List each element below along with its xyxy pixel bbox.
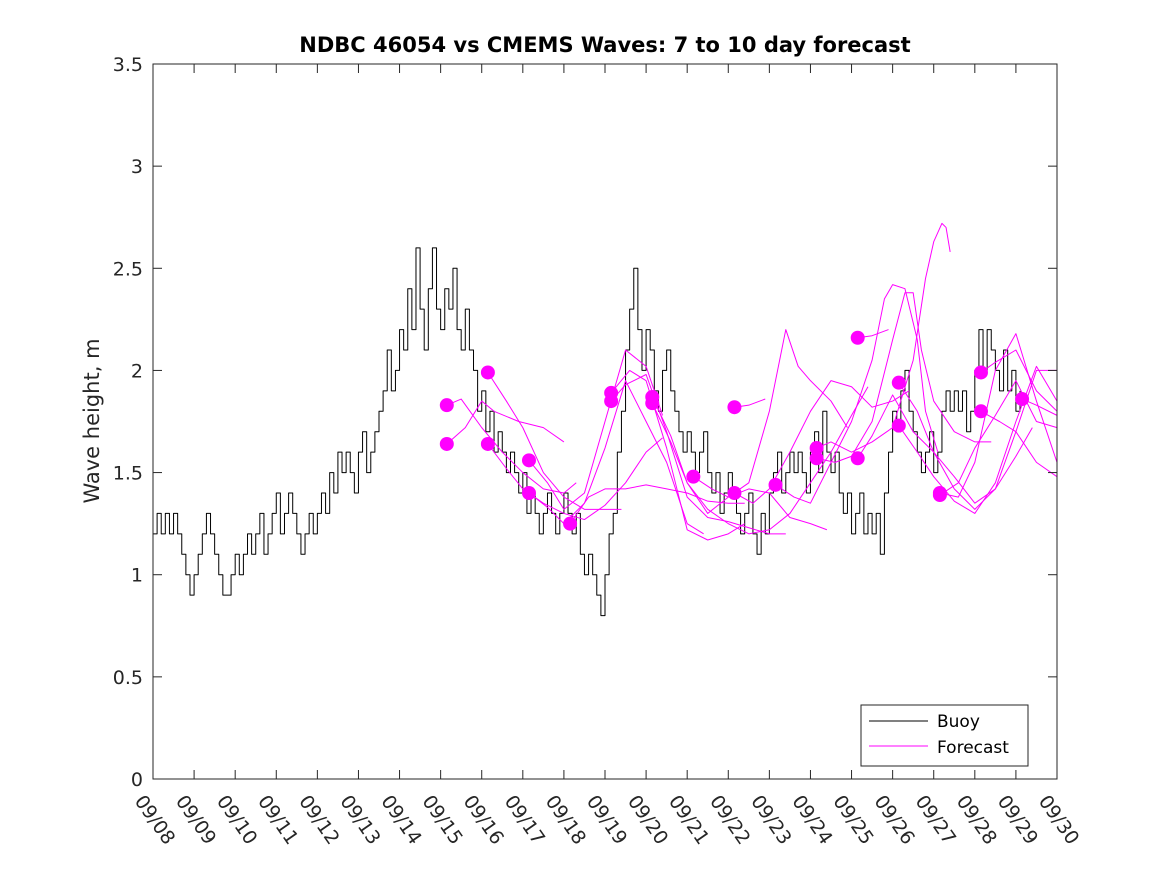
x-tick-label: 09/09 xyxy=(171,791,220,848)
forecast-series-line xyxy=(898,369,1057,510)
forecast-start-marker xyxy=(604,394,619,409)
forecast-start-marker xyxy=(727,400,742,415)
x-tick-label: 09/11 xyxy=(253,791,302,848)
forecast-series-line xyxy=(734,380,910,504)
forecast-start-marker xyxy=(439,398,454,413)
forecast-series-line xyxy=(487,437,663,521)
y-tick-label: 1 xyxy=(131,565,143,587)
y-tick-label: 2 xyxy=(131,360,143,382)
forecast-start-marker xyxy=(768,477,783,492)
forecast-start-marker xyxy=(973,365,988,380)
forecast-series-line xyxy=(528,380,704,535)
x-tick-label: 09/23 xyxy=(746,791,795,848)
forecast-start-marker xyxy=(727,486,742,500)
forecast-start-marker xyxy=(850,451,865,466)
forecast-series-line xyxy=(569,484,745,524)
legend-label-buoy: Buoy xyxy=(937,712,980,732)
y-axis-label: Wave height, m xyxy=(80,338,104,503)
x-tick-label: 09/10 xyxy=(212,791,261,848)
x-tick-label: 09/17 xyxy=(500,791,549,848)
forecast-start-marker xyxy=(480,436,495,451)
legend-label-forecast: Forecast xyxy=(937,738,1009,758)
forecast-start-marker xyxy=(521,453,536,468)
chart-title: NDBC 46054 vs CMEMS Waves: 7 to 10 day f… xyxy=(299,33,910,57)
forecast-start-marker xyxy=(1015,392,1030,407)
buoy-series-line xyxy=(153,247,1021,617)
x-tick-label: 09/30 xyxy=(1034,791,1083,848)
y-tick-label: 2.5 xyxy=(113,258,143,280)
x-tick-label: 09/18 xyxy=(541,791,590,848)
x-tick-label: 09/25 xyxy=(828,791,877,848)
forecast-start-marker xyxy=(439,436,454,451)
forecast-series-line xyxy=(816,292,992,463)
forecast-start-marker xyxy=(480,365,495,380)
x-tick-label: 09/20 xyxy=(623,791,672,848)
forecast-series-line xyxy=(980,349,1058,412)
forecast-start-marker xyxy=(563,516,578,531)
forecast-series-line xyxy=(528,349,664,510)
legend-box xyxy=(860,704,1029,767)
x-tick-label: 09/28 xyxy=(952,791,1001,848)
forecast-start-marker xyxy=(932,488,947,503)
forecast-series-line xyxy=(939,333,1058,498)
y-tick-label: 0.5 xyxy=(113,667,143,689)
x-tick-label: 09/21 xyxy=(664,791,713,848)
x-tick-label: 09/19 xyxy=(582,791,631,848)
y-tick-label: 0 xyxy=(131,769,143,791)
forecast-start-marker xyxy=(809,441,824,456)
y-tick-label: 1.5 xyxy=(113,463,143,485)
x-tick-label: 09/15 xyxy=(418,791,467,848)
y-tick-label: 3.5 xyxy=(113,54,143,76)
forecast-series-line xyxy=(610,369,745,541)
forecast-start-marker xyxy=(850,330,865,345)
x-tick-label: 09/12 xyxy=(294,791,343,848)
x-tick-label: 09/14 xyxy=(376,791,425,848)
forecast-start-marker xyxy=(891,418,906,433)
forecast-start-marker xyxy=(686,469,701,484)
forecast-series-line xyxy=(816,222,951,453)
forecast-start-marker xyxy=(521,486,536,500)
x-tick-label: 09/08 xyxy=(130,791,179,848)
forecast-series-line xyxy=(980,410,1058,478)
forecast-series-line xyxy=(446,400,565,445)
forecast-series-line xyxy=(693,329,848,498)
x-tick-label: 09/24 xyxy=(787,791,836,848)
x-tick-label: 09/13 xyxy=(335,791,384,848)
x-tick-label: 09/16 xyxy=(459,791,508,848)
x-tick-label: 09/29 xyxy=(993,791,1042,848)
x-tick-label: 09/27 xyxy=(911,791,960,848)
forecast-series-line xyxy=(857,394,1033,504)
x-tick-label: 09/26 xyxy=(870,791,919,848)
y-tick-label: 3 xyxy=(131,156,143,178)
x-tick-label: 09/22 xyxy=(705,791,754,848)
forecast-series-line xyxy=(775,284,939,504)
forecast-series-line xyxy=(898,365,1058,514)
legend: Buoy Forecast xyxy=(860,704,1029,767)
forecast-start-marker xyxy=(891,375,906,390)
forecast-series-line xyxy=(610,374,786,535)
forecast-series-line xyxy=(487,372,622,510)
forecast-series-line xyxy=(939,380,1058,496)
forecast-series-line xyxy=(651,386,869,535)
forecast-start-marker xyxy=(645,396,660,411)
forecast-start-marker xyxy=(809,451,824,466)
marker-layer xyxy=(439,330,1030,531)
forecast-start-marker xyxy=(973,404,988,419)
